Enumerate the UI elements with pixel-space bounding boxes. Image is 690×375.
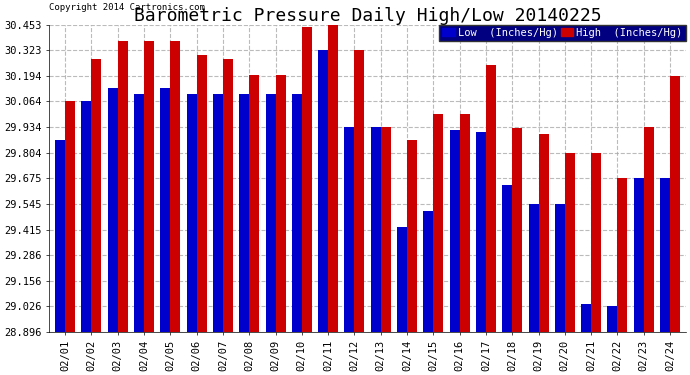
Bar — [55, 140, 65, 332]
Bar — [275, 75, 286, 332]
Bar — [476, 132, 486, 332]
Bar — [581, 303, 591, 332]
Bar — [118, 41, 128, 332]
Bar — [170, 41, 180, 332]
Bar — [318, 50, 328, 332]
Bar — [160, 88, 170, 332]
Bar — [371, 127, 381, 332]
Bar — [538, 134, 549, 332]
Bar — [670, 76, 680, 332]
Bar — [433, 114, 443, 332]
Bar — [381, 127, 391, 332]
Bar — [529, 204, 538, 332]
Bar — [249, 75, 259, 332]
Bar — [660, 178, 670, 332]
Bar — [186, 94, 197, 332]
Bar — [65, 102, 75, 332]
Bar — [108, 88, 118, 332]
Bar — [344, 127, 355, 332]
Legend: Low  (Inches/Hg), High  (Inches/Hg): Low (Inches/Hg), High (Inches/Hg) — [439, 25, 686, 41]
Bar — [302, 27, 312, 332]
Bar — [460, 114, 470, 332]
Bar — [197, 55, 206, 332]
Bar — [266, 94, 275, 332]
Bar — [134, 94, 144, 332]
Bar — [486, 65, 496, 332]
Title: Barometric Pressure Daily High/Low 20140225: Barometric Pressure Daily High/Low 20140… — [134, 7, 602, 25]
Bar — [328, 25, 338, 332]
Bar — [397, 226, 407, 332]
Bar — [607, 306, 618, 332]
Bar — [618, 178, 627, 332]
Bar — [644, 127, 653, 332]
Bar — [424, 211, 433, 332]
Bar — [633, 178, 644, 332]
Bar — [91, 59, 101, 332]
Bar — [81, 102, 91, 332]
Bar — [213, 94, 223, 332]
Bar — [355, 50, 364, 332]
Bar — [144, 41, 154, 332]
Bar — [565, 153, 575, 332]
Bar — [223, 59, 233, 332]
Bar — [450, 130, 460, 332]
Bar — [239, 94, 249, 332]
Text: Copyright 2014 Cartronics.com: Copyright 2014 Cartronics.com — [49, 3, 205, 12]
Bar — [591, 153, 601, 332]
Bar — [292, 94, 302, 332]
Bar — [555, 204, 565, 332]
Bar — [512, 128, 522, 332]
Bar — [407, 140, 417, 332]
Bar — [502, 185, 512, 332]
